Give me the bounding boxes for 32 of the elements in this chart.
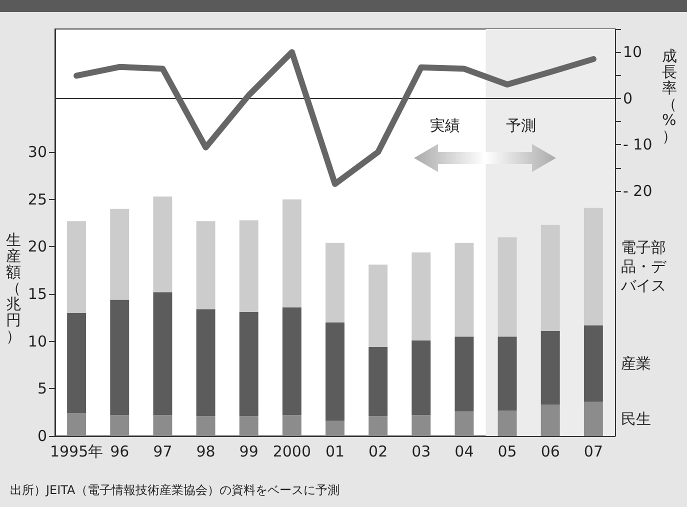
y2-axis-title: 成長率（%） xyxy=(662,47,677,145)
series-label: 産業 xyxy=(620,354,651,373)
y2-tick-label: 0 xyxy=(623,89,633,108)
x-tick-label: 07 xyxy=(584,442,604,460)
y-tick-label: 15 xyxy=(28,285,47,304)
y-tick-label: 10 xyxy=(28,332,47,350)
x-tick-label: 99 xyxy=(239,442,258,460)
x-tick-label: 1995年 xyxy=(50,442,104,460)
y-axis-title: 生産額（兆円） xyxy=(6,231,21,345)
y-tick-label: 5 xyxy=(37,380,47,398)
x-tick-label: 02 xyxy=(368,442,388,460)
x-tick-label: 04 xyxy=(454,442,474,460)
y-tick-label: 20 xyxy=(28,238,47,256)
y2-tick-label: - 20 xyxy=(623,182,652,200)
x-tick-label: 98 xyxy=(196,442,216,460)
x-tick-label: 2000 xyxy=(272,442,312,460)
annotation: 予測 xyxy=(506,116,536,134)
text: 出所）JEITA（電子情報技術産業協会）の資料をベースに予測 xyxy=(10,483,340,497)
y2-tick-label: 10 xyxy=(623,43,642,62)
y-tick-label: 0 xyxy=(37,427,47,445)
series-label: 電子部品・デバイス xyxy=(620,238,667,295)
annotation: 実績 xyxy=(430,116,460,134)
y2-tick-label: - 10 xyxy=(623,136,652,154)
x-tick-label: 01 xyxy=(325,442,345,460)
y-tick-label: 30 xyxy=(28,143,47,162)
x-tick-label: 97 xyxy=(153,442,172,460)
y-tick-label: 25 xyxy=(28,190,47,208)
series-label: 民生 xyxy=(620,410,651,428)
x-tick-label: 06 xyxy=(540,442,560,460)
x-tick-label: 03 xyxy=(412,442,431,460)
x-tick-label: 96 xyxy=(110,442,130,460)
x-tick-label: 05 xyxy=(498,442,517,460)
